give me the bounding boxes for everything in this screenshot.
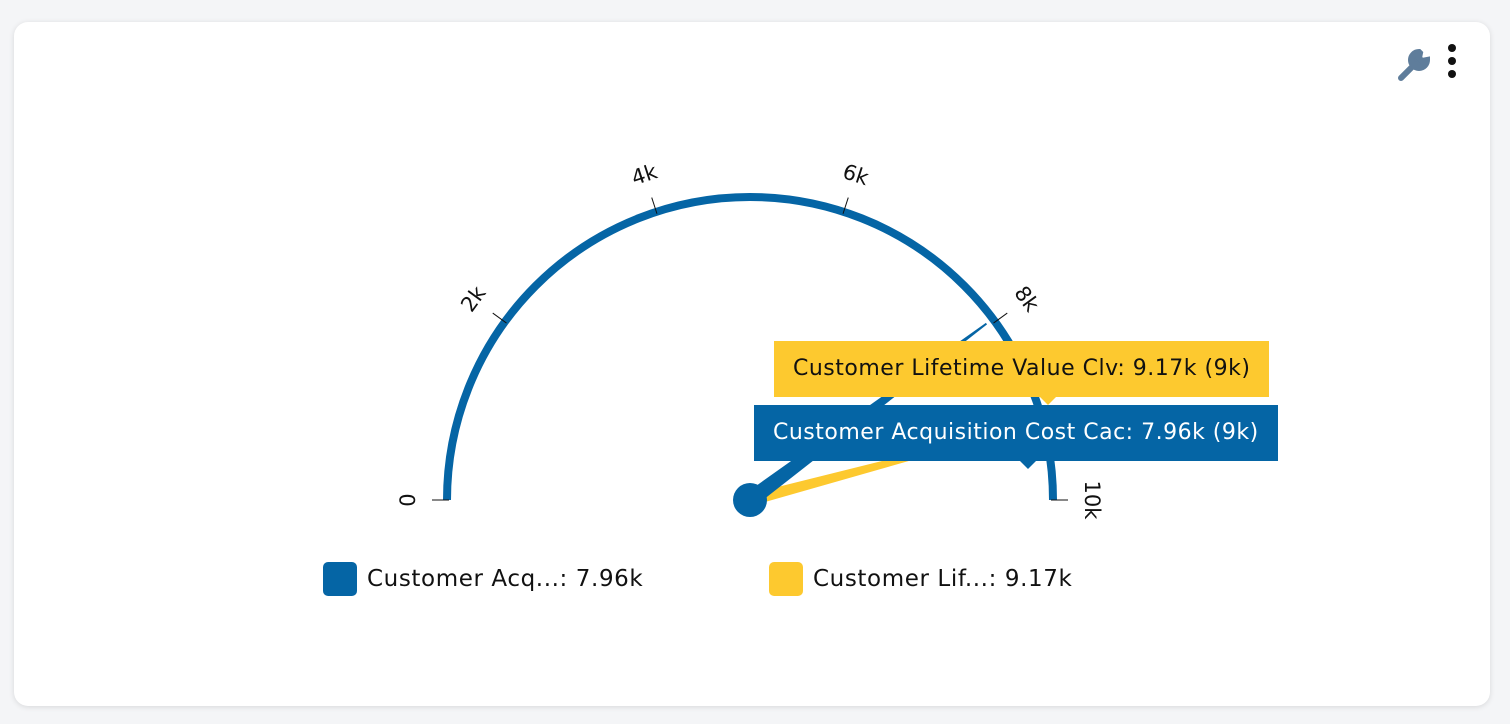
tick-mark (492, 312, 507, 324)
tick-label: 10k (1080, 481, 1104, 521)
legend-item[interactable]: Customer Lif...: 9.17k (769, 562, 1072, 596)
tick-mark (993, 312, 1008, 324)
legend-label: Customer Lif...: 9.17k (813, 566, 1073, 592)
tick-label: 0 (396, 493, 420, 506)
tick-label: 8k (1009, 282, 1044, 317)
tooltip: Customer Acquisition Cost Cac: 7.96k (9k… (754, 405, 1278, 469)
more-menu-icon[interactable] (1448, 44, 1456, 78)
needle-hub (733, 483, 767, 517)
tick-label: 2k (456, 281, 491, 316)
legend-label: Customer Acq...: 7.96k (367, 566, 644, 592)
dot[interactable] (1448, 70, 1456, 78)
legend-swatch (323, 562, 357, 596)
wrench-icon[interactable] (1398, 48, 1431, 81)
wrench[interactable] (1398, 48, 1431, 81)
tick-mark (651, 197, 658, 214)
tick-mark (842, 197, 849, 214)
tick-label: 6k (840, 159, 872, 190)
dot[interactable] (1448, 44, 1456, 52)
tick-label: 4k (628, 159, 660, 190)
legend-item[interactable]: Customer Acq...: 7.96k (323, 562, 643, 596)
dot[interactable] (1448, 57, 1456, 65)
tooltip: Customer Lifetime Value Clv: 9.17k (9k) (774, 341, 1270, 405)
legend-swatch (769, 562, 803, 596)
